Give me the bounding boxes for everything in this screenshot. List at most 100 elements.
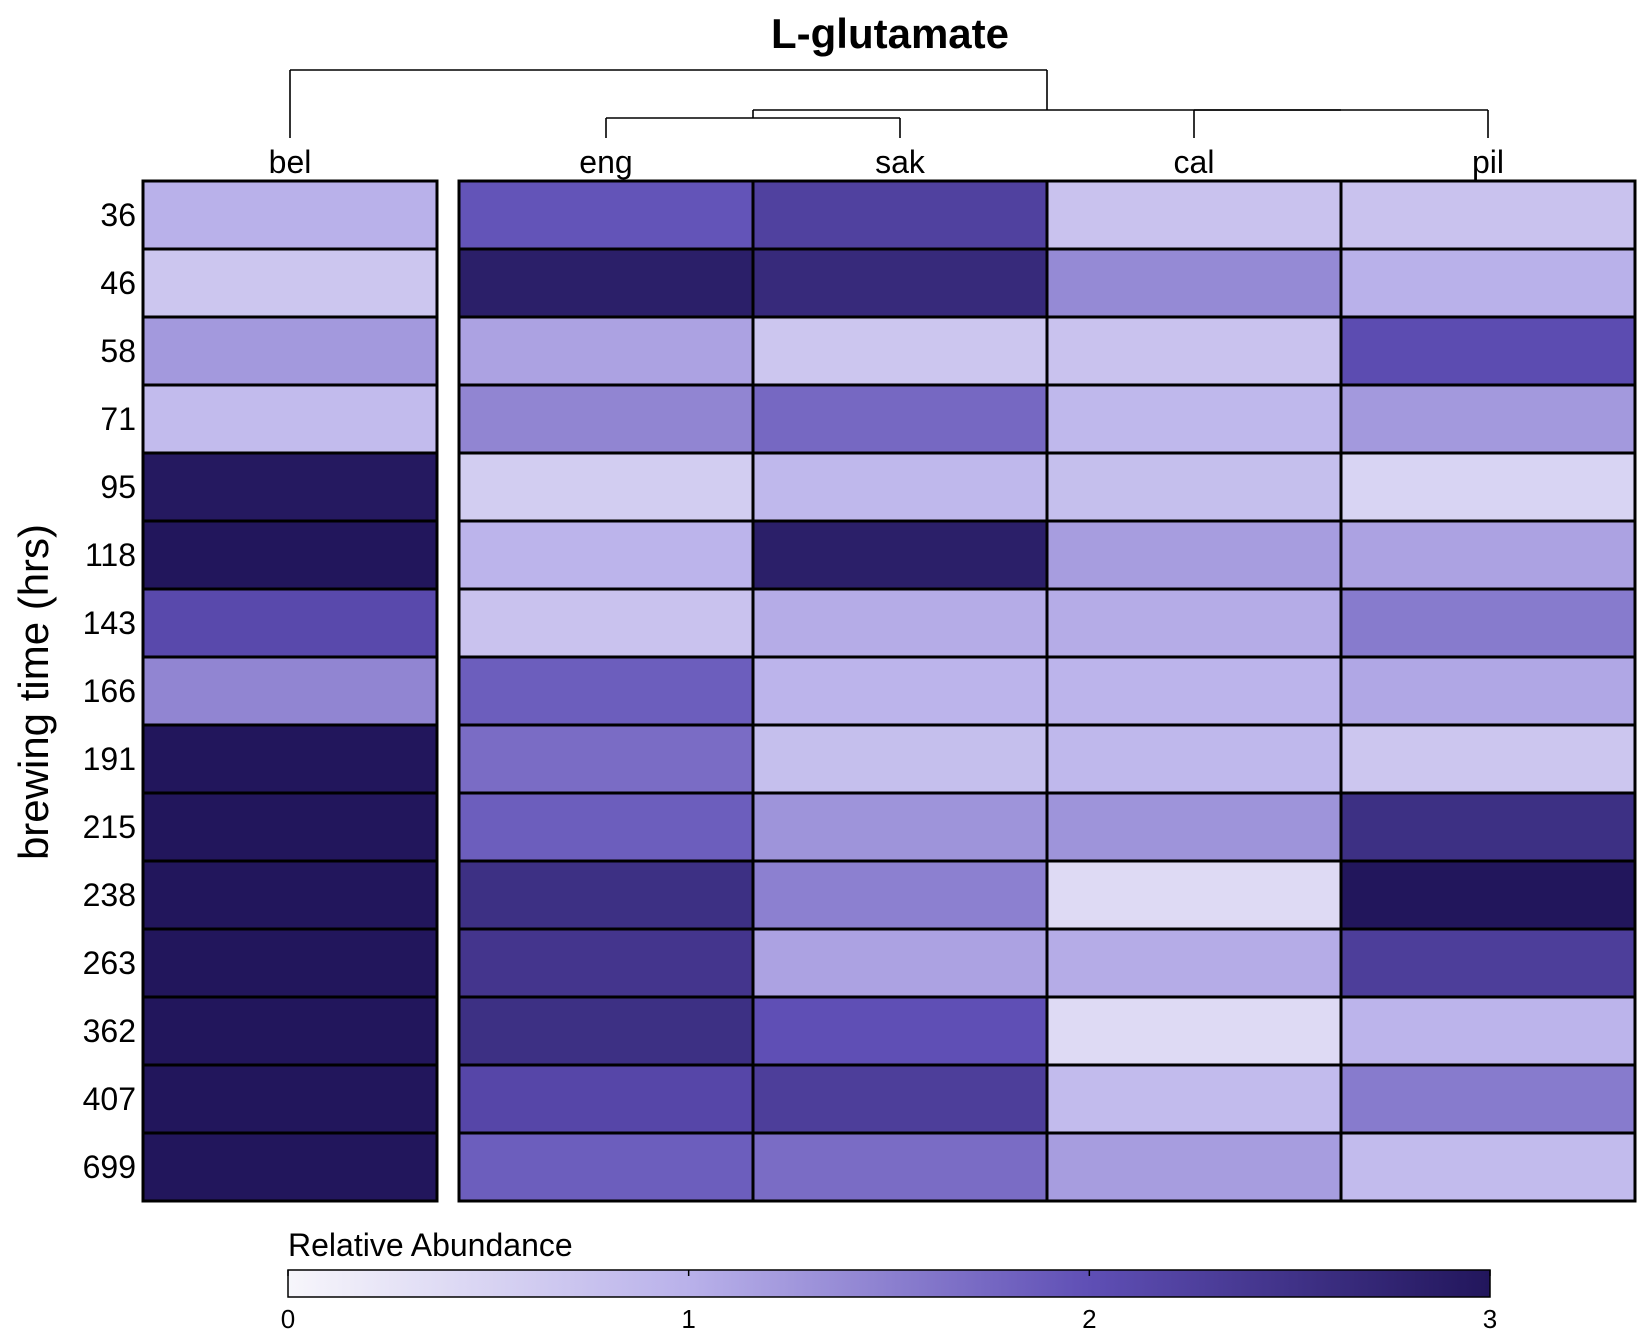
- row-label: 191: [83, 741, 136, 777]
- heatmap-cell: [1339, 451, 1637, 523]
- heatmap-cell: [751, 519, 1049, 591]
- heatmap-cell: [1339, 859, 1637, 931]
- heatmap-cell: [1339, 655, 1637, 727]
- heatmap-cell: [1339, 247, 1637, 319]
- row-label: 118: [85, 537, 136, 573]
- row-label: 95: [100, 469, 136, 505]
- heatmap-cell: [141, 519, 439, 591]
- heatmap-cell: [1339, 995, 1637, 1067]
- heatmap-cell: [141, 723, 439, 795]
- heatmap-cell: [457, 451, 755, 523]
- heatmap-cell: [1045, 247, 1343, 319]
- chart-title: L-glutamate: [771, 10, 1009, 57]
- heatmap-cell: [141, 451, 439, 523]
- heatmap-cell: [141, 1063, 439, 1135]
- row-label: 699: [83, 1149, 136, 1185]
- heatmap-cell: [1045, 927, 1343, 999]
- column-dendrogram: [289, 69, 1489, 138]
- row-labels: 36 46 58 71 95 118 143 166 191 215 238 263 362 407 699: [83, 197, 136, 1185]
- heatmap-cell: [457, 927, 755, 999]
- heatmap-cell: [751, 655, 1049, 727]
- colorbar-tick-label: 3: [1483, 1304, 1497, 1334]
- heatmap-cell: [141, 995, 439, 1067]
- row-label: 58: [100, 333, 136, 369]
- heatmap-cell: [457, 859, 755, 931]
- heatmap-cell: [457, 995, 755, 1067]
- heatmap-cell: [457, 247, 755, 319]
- heatmap-cell: [1045, 791, 1343, 863]
- heatmap-cell: [1339, 1131, 1637, 1203]
- heatmap-cell: [1045, 655, 1343, 727]
- heatmap-cell: [1045, 587, 1343, 659]
- row-label: 407: [83, 1081, 136, 1117]
- heatmap-cell: [751, 247, 1049, 319]
- heatmap-cell: [751, 723, 1049, 795]
- heatmap-cell: [1339, 587, 1637, 659]
- heatmap-cell: [457, 519, 755, 591]
- heatmap-cell: [751, 179, 1049, 251]
- heatmap-cell: [1339, 179, 1637, 251]
- heatmap-cell: [457, 315, 755, 387]
- heatmap-cell: [751, 451, 1049, 523]
- colorbar-tick-label: 0: [281, 1304, 295, 1334]
- heatmap-cell: [751, 859, 1049, 931]
- row-label: 238: [83, 877, 136, 913]
- heatmap-cell: [1045, 1063, 1343, 1135]
- row-label: 71: [100, 401, 136, 437]
- heatmap-cell: [1339, 927, 1637, 999]
- column-label: bel: [269, 144, 312, 180]
- heatmap-cell: [141, 247, 439, 319]
- heatmap-cell: [1339, 1063, 1637, 1135]
- heatmap-cell: [1045, 859, 1343, 931]
- row-label: 263: [83, 945, 136, 981]
- column-label: pil: [1472, 144, 1504, 180]
- heatmap-cells: [141, 179, 1637, 1203]
- row-label: 143: [83, 605, 136, 641]
- colorbar-title: Relative Abundance: [288, 1227, 573, 1263]
- row-label: 362: [83, 1013, 136, 1049]
- column-label: cal: [1174, 144, 1215, 180]
- column-label: sak: [875, 144, 926, 180]
- heatmap-cell: [1339, 519, 1637, 591]
- heatmap-cell: [1045, 179, 1343, 251]
- heatmap-cell: [457, 587, 755, 659]
- heatmap-cell: [751, 791, 1049, 863]
- heatmap-cell: [1045, 995, 1343, 1067]
- heatmap-cell: [141, 383, 439, 455]
- heatmap-cell: [457, 655, 755, 727]
- heatmap-cell: [141, 315, 439, 387]
- heatmap-cell: [1045, 1131, 1343, 1203]
- row-label: 215: [83, 809, 136, 845]
- heatmap-cell: [1045, 383, 1343, 455]
- heatmap-cell: [457, 791, 755, 863]
- colorbar: [287, 1269, 1491, 1298]
- heatmap-cell: [457, 1063, 755, 1135]
- heatmap-cell: [141, 791, 439, 863]
- heatmap-cell: [751, 315, 1049, 387]
- heatmap-cell: [141, 1131, 439, 1203]
- heatmap-cell: [457, 1131, 755, 1203]
- row-label: 166: [83, 673, 136, 709]
- row-label: 46: [100, 265, 136, 301]
- heatmap-cell: [141, 859, 439, 931]
- heatmap-cell: [1045, 519, 1343, 591]
- colorbar-legend: Relative Abundance 0 1 2 3: [281, 1227, 1497, 1334]
- heatmap-cell: [1045, 723, 1343, 795]
- heatmap-cell: [141, 927, 439, 999]
- heatmap-cell: [457, 723, 755, 795]
- heatmap-cell: [751, 1063, 1049, 1135]
- heatmap-cell: [141, 179, 439, 251]
- heatmap-cell: [141, 655, 439, 727]
- heatmap-cell: [751, 927, 1049, 999]
- heatmap-cell: [1339, 723, 1637, 795]
- heatmap-cell: [1339, 315, 1637, 387]
- heatmap-cell: [1045, 451, 1343, 523]
- heatmap-cell: [457, 383, 755, 455]
- heatmap-cell: [1045, 315, 1343, 387]
- colorbar-tick-label: 2: [1082, 1304, 1096, 1334]
- row-label: 36: [100, 197, 136, 233]
- heatmap-cell: [751, 383, 1049, 455]
- colorbar-tick-label: 1: [681, 1304, 695, 1334]
- column-labels: bel eng sak cal pil: [269, 144, 1504, 180]
